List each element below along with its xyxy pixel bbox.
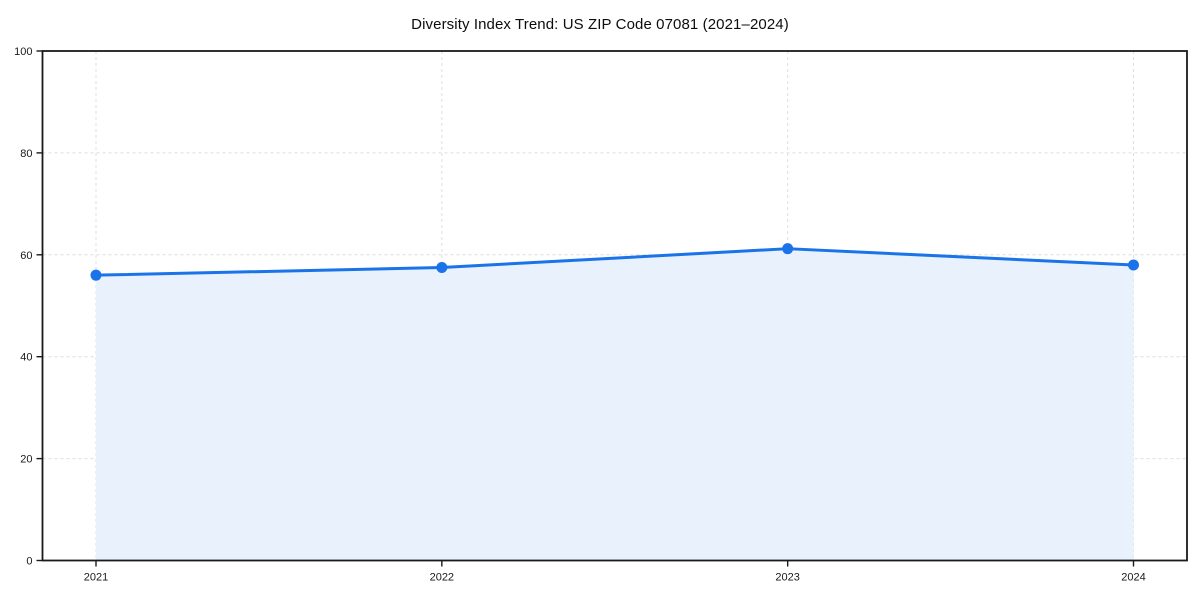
x-tick-label: 2024 (1121, 572, 1145, 584)
y-tick-label: 20 (20, 454, 32, 466)
data-point-marker (1128, 259, 1139, 271)
data-point-marker (436, 262, 448, 274)
y-tick-label: 100 (14, 46, 32, 58)
area-fill (96, 248, 1134, 561)
y-tick-label: 40 (20, 352, 32, 364)
y-tick-label: 80 (20, 148, 32, 160)
data-point-marker (90, 269, 102, 281)
x-tick-label: 2022 (430, 572, 454, 584)
axis-frame (41, 50, 1188, 562)
x-tick-label: 2023 (775, 572, 799, 584)
data-point-marker (782, 243, 794, 255)
x-tick-label: 2021 (84, 572, 108, 584)
y-tick-label: 60 (20, 250, 32, 262)
trend-line (94, 247, 1135, 277)
chart-title: Diversity Index Trend: US ZIP Code 07081… (411, 16, 789, 33)
y-tick-label: 0 (26, 556, 32, 568)
